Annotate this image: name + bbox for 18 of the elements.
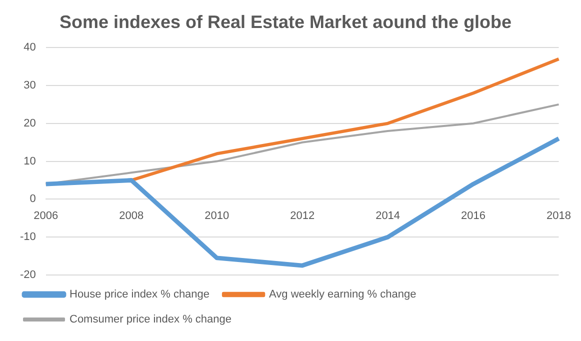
y-tick-label: 30 xyxy=(24,80,36,92)
chart-title: Some indexes of Real Estate Market aound the globe xyxy=(59,12,512,32)
x-tick-label: 2006 xyxy=(34,210,58,222)
x-tick-label: 2014 xyxy=(376,210,400,222)
x-tick-label: 2008 xyxy=(119,210,144,222)
legend-label: Comsumer price index % change xyxy=(70,314,232,326)
y-tick-label: -10 xyxy=(20,231,36,244)
y-tick-label: 20 xyxy=(24,117,36,130)
x-tick-label: 2016 xyxy=(461,210,486,222)
x-tick-label: 2010 xyxy=(204,210,230,222)
x-tick-label: 2018 xyxy=(546,210,572,222)
y-tick-label: 10 xyxy=(24,155,36,168)
y-tick-label: -20 xyxy=(20,269,36,282)
x-tick-label: 2012 xyxy=(290,210,315,222)
legend-label: Avg weekly earning % change xyxy=(269,288,416,301)
y-tick-label: 40 xyxy=(24,42,36,54)
legend-label: House price index % change xyxy=(70,288,210,301)
y-tick-label: 0 xyxy=(30,193,36,206)
